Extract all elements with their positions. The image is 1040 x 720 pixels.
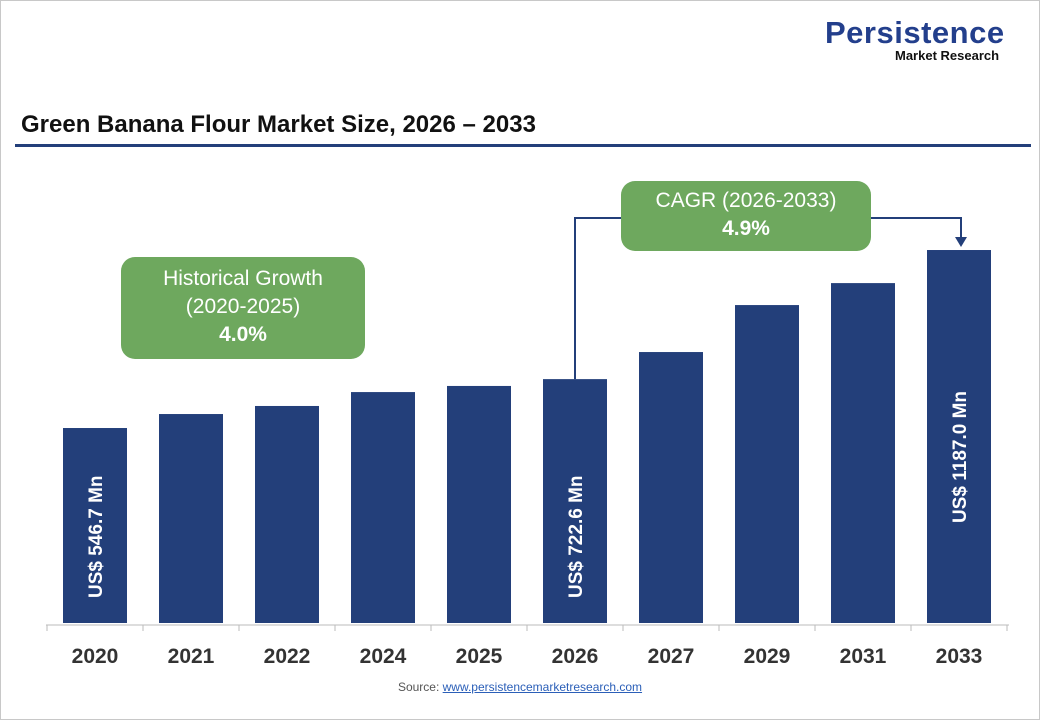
x-tick-label: 2021 (168, 645, 215, 668)
historical-value: 4.0% (219, 323, 267, 346)
historical-period: (2020-2025) (185, 295, 301, 318)
bar-2026 (543, 379, 607, 623)
arrow-head-icon (955, 237, 967, 247)
bar-2020 (63, 428, 127, 623)
bar-2024 (351, 392, 415, 623)
bar-2022 (255, 405, 319, 623)
bar-2027 (639, 352, 703, 623)
x-tick-label: 2031 (840, 645, 887, 668)
x-tick-label: 2033 (936, 645, 983, 668)
bar-2031 (831, 283, 895, 623)
source-link[interactable]: www.persistencemarketresearch.com (442, 680, 643, 694)
title-divider (15, 144, 1031, 147)
bar-2033 (927, 250, 991, 624)
data-label: US$ 1187.0 Mn (950, 391, 971, 523)
x-tick-label: 2024 (360, 645, 407, 668)
chart-title: Green Banana Flour Market Size, 2026 – 2… (21, 111, 536, 138)
bar-2021 (159, 414, 223, 623)
x-tick-label: 2020 (72, 645, 119, 668)
data-label: US$ 546.7 Mn (86, 476, 107, 599)
logo-subtitle: Market Research (895, 48, 1000, 63)
cagr-box: CAGR (2026-2033) 4.9% (621, 181, 871, 251)
historical-growth-box: Historical Growth (2020-2025) 4.0% (121, 257, 365, 359)
x-tick-label: 2027 (648, 645, 695, 668)
bar-2025 (447, 385, 511, 623)
x-tick-label: 2022 (264, 645, 311, 668)
source-label: Source: (397, 680, 440, 694)
logo: Persistence (825, 15, 1005, 50)
source-note: Source: www.persistencemarketresearch.co… (1, 680, 1039, 694)
cagr-value: 4.9% (722, 217, 770, 240)
cagr-label: CAGR (2026-2033) (655, 189, 837, 212)
x-tick-label: 2029 (744, 645, 791, 668)
x-tick-label: 2026 (552, 645, 599, 668)
historical-label: Historical Growth (163, 267, 323, 290)
bar-2029 (735, 305, 799, 623)
x-tick-label: 2025 (456, 645, 503, 668)
data-label: US$ 722.6 Mn (566, 476, 587, 599)
